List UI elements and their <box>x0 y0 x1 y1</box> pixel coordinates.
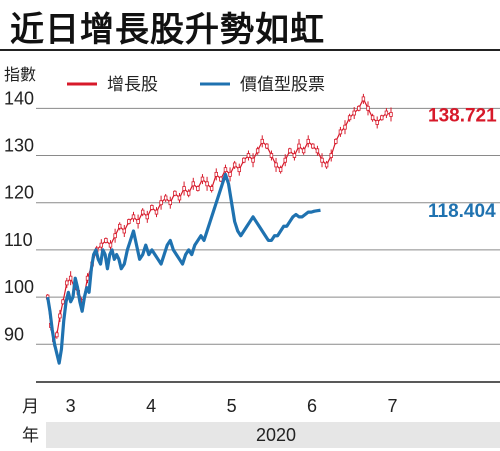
series-line-value <box>46 172 321 365</box>
growth-candle-body <box>306 138 310 144</box>
growth-candle-body <box>260 138 264 144</box>
growth-candle-body <box>159 200 163 206</box>
growth-candle-body <box>177 195 182 201</box>
growth-candle-body <box>301 148 306 154</box>
growth-candle-body <box>292 153 297 158</box>
growth-candle-body <box>320 157 324 163</box>
growth-candle-body <box>122 228 126 234</box>
growth-candle-body <box>324 162 329 168</box>
end-label-2: 118.404 <box>428 201 496 222</box>
growth-candle-body <box>154 209 159 215</box>
y-axis-label: 指數 <box>4 65 36 84</box>
chart-title: 近日增長股升勢如虹 <box>10 10 325 50</box>
growth-candle-body <box>380 115 384 121</box>
growth-candle-body <box>68 275 73 281</box>
series-line-growth <box>47 97 392 342</box>
growth-candle-body <box>113 233 117 239</box>
growth-candle-body <box>186 190 191 196</box>
growth-candle-body <box>150 205 154 210</box>
y-tick-label: 100 <box>4 277 34 297</box>
growth-candle-body <box>255 148 260 154</box>
growth-candle-body <box>375 120 379 125</box>
growth-candle-body <box>55 332 59 338</box>
growth-candle-body <box>329 153 333 158</box>
growth-candle-body <box>352 110 356 116</box>
growth-candle-body <box>389 112 393 117</box>
growth-candle-body <box>214 171 218 177</box>
growth-candle-body <box>283 157 287 163</box>
growth-candle-body <box>219 176 223 182</box>
growth-candle-body <box>200 176 205 182</box>
growth-candle-body <box>315 148 320 154</box>
growth-candle-body <box>99 242 104 248</box>
growth-candle-body <box>191 181 195 187</box>
growth-candle-body <box>85 275 90 281</box>
growth-candle-body <box>65 280 69 286</box>
growth-candle-body <box>205 181 209 187</box>
growth-candle-body <box>163 195 168 201</box>
growth-candle-body <box>384 110 389 116</box>
growth-candle-body <box>196 186 200 191</box>
year-band <box>46 422 500 448</box>
growth-candle-body <box>209 186 214 191</box>
growth-candle-body <box>288 148 292 154</box>
growth-candle-body <box>118 223 122 229</box>
y-tick-label: 90 <box>4 324 24 344</box>
growth-candle-body <box>223 167 228 173</box>
growth-candle-body <box>274 162 278 168</box>
y-tick-label: 140 <box>4 88 34 108</box>
y-tick-label: 130 <box>4 136 34 156</box>
growth-candle-body <box>237 167 241 173</box>
title-bar: 近日增長股升勢如虹 <box>0 0 500 50</box>
growth-candle-body <box>140 209 145 215</box>
growth-candle-body <box>246 153 251 158</box>
growth-candle-body <box>278 167 283 173</box>
y-tick-label: 110 <box>4 230 33 250</box>
growth-candle-body <box>357 105 361 111</box>
growth-candle-body <box>104 238 108 243</box>
legend-label-1: 增長股 <box>107 75 158 95</box>
growth-candle-body <box>228 171 232 177</box>
growth-candle-body <box>182 186 186 191</box>
growth-candle-body <box>361 96 366 102</box>
growth-candle-body <box>347 115 352 121</box>
growth-candle-body <box>265 143 269 149</box>
growth-candle-body <box>311 143 315 149</box>
growth-candle-body <box>145 214 149 220</box>
growth-candle-body <box>343 124 347 130</box>
growth-candle-body <box>334 138 338 144</box>
growth-candle-body <box>242 157 246 163</box>
year-row-label: 年 <box>22 426 39 446</box>
growth-candle-body <box>366 105 370 111</box>
growth-candle-body <box>131 214 136 220</box>
month-row-label: 月 <box>22 397 39 417</box>
growth-candle-body <box>269 153 274 158</box>
growth-candle-body <box>297 143 301 149</box>
end-label-1: 138.721 <box>428 105 497 126</box>
growth-candle-body <box>251 157 255 163</box>
month-tick-label: 7 <box>388 396 398 416</box>
growth-candle-body <box>370 115 375 121</box>
growth-candle-body <box>127 219 131 224</box>
month-tick-label: 4 <box>146 396 156 416</box>
year-tick-label: 2020 <box>256 425 296 445</box>
growth-candle-body <box>58 313 62 319</box>
legend-label-2: 價值型股票 <box>240 75 325 95</box>
growth-candle-body <box>338 129 343 135</box>
month-tick-label: 6 <box>307 396 317 416</box>
y-tick-label: 120 <box>4 183 34 203</box>
title-rule <box>0 49 500 51</box>
growth-candle-body <box>173 190 177 196</box>
month-tick-label: 5 <box>227 396 237 416</box>
month-tick-label: 3 <box>66 396 76 416</box>
growth-candle-body <box>61 299 65 305</box>
growth-candle-body <box>136 219 140 224</box>
growth-candle-body <box>168 200 172 206</box>
growth-candle-body <box>232 162 237 168</box>
growth-candle-body <box>108 242 113 248</box>
